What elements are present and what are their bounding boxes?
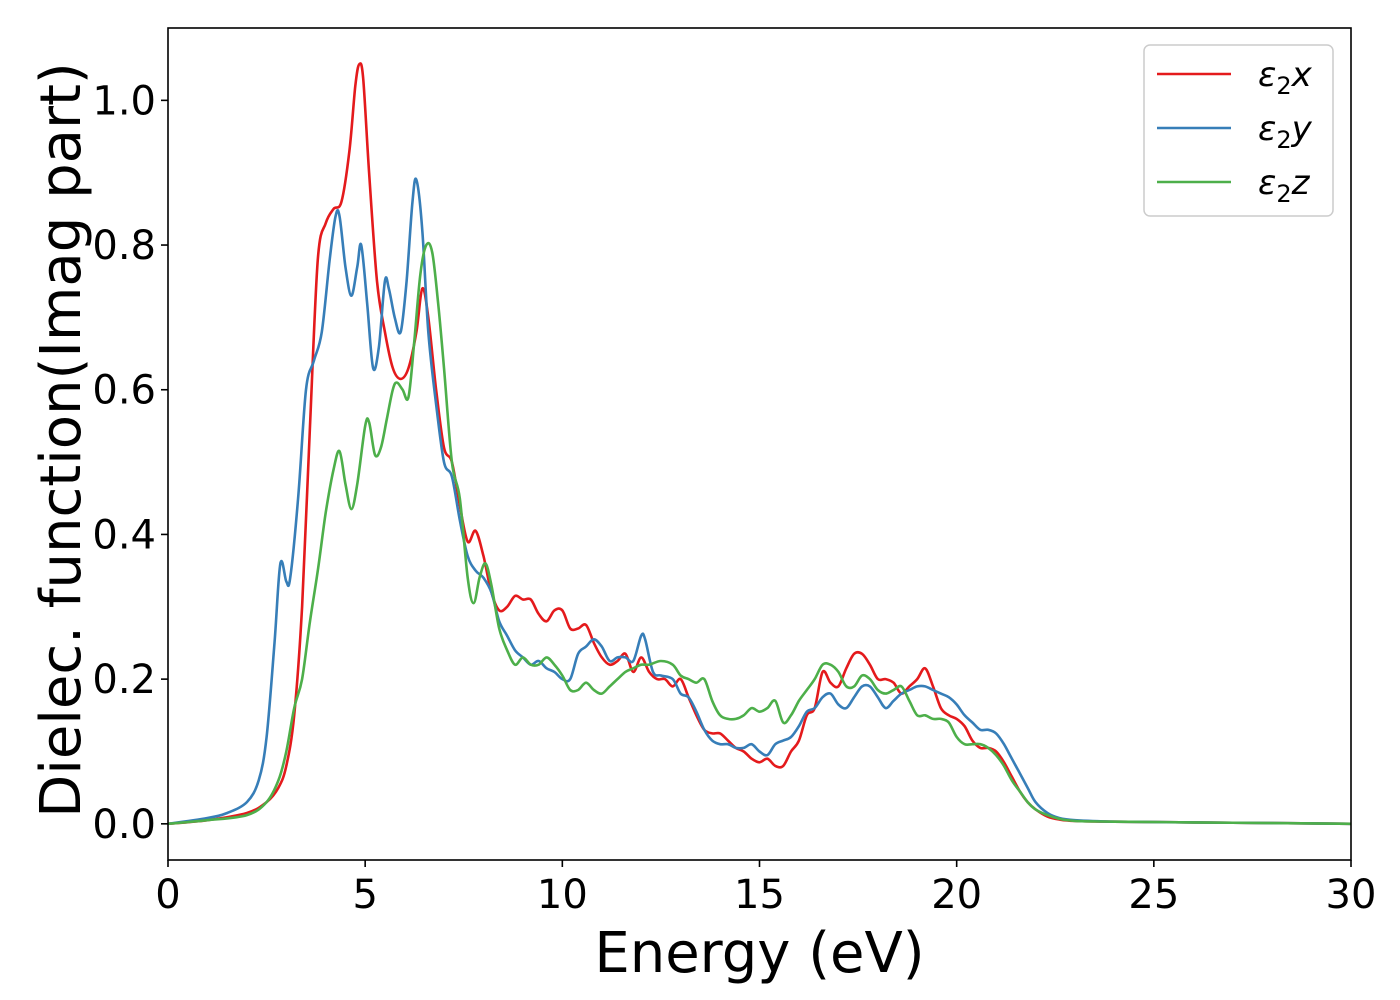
x-tick-label: 20 bbox=[931, 872, 982, 918]
y-tick-label: 1.0 bbox=[92, 78, 156, 124]
series-line-z bbox=[167, 241, 1352, 826]
x-tick-label: 0 bbox=[155, 872, 180, 918]
series-line-x bbox=[167, 62, 1352, 826]
legend-label-y: ε2y bbox=[1258, 109, 1313, 154]
legend-label-z: ε2z bbox=[1258, 163, 1311, 208]
y-tick-label: 0.6 bbox=[92, 368, 156, 414]
y-tick-label: 0.4 bbox=[92, 512, 156, 558]
legend-box bbox=[1143, 44, 1334, 217]
legend-label-x: ε2x bbox=[1258, 55, 1313, 100]
y-tick-label: 0.0 bbox=[92, 802, 156, 848]
x-tick-label: 25 bbox=[1128, 872, 1179, 918]
y-tick-label: 0.2 bbox=[92, 657, 156, 703]
y-axis-label: Dielec. function(Imag part) bbox=[29, 62, 94, 818]
ticks-layer: 0 5 10 15 20 25 30 0.0 0.2 0.4 0.6 0.8 1.0 bbox=[92, 78, 1376, 918]
x-tick-label: 10 bbox=[537, 872, 588, 918]
y-tick-label: 0.8 bbox=[92, 223, 156, 269]
x-tick-label: 15 bbox=[734, 872, 785, 918]
legend: ε2x ε2y ε2z bbox=[1143, 44, 1334, 217]
legend-items: ε2x ε2y ε2z bbox=[1157, 55, 1313, 208]
x-tick-label: 5 bbox=[352, 872, 377, 918]
x-axis-label: Energy (eV) bbox=[594, 921, 924, 986]
series-line-y bbox=[167, 177, 1352, 826]
x-tick-label: 30 bbox=[1326, 872, 1377, 918]
series-layer bbox=[167, 62, 1352, 826]
